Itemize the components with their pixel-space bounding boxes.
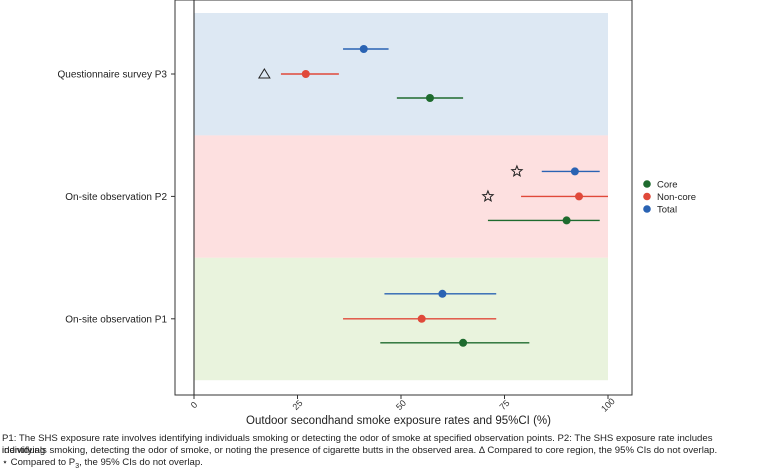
point-estimate — [570, 167, 579, 176]
y-tick-label: On-site observation P1 — [65, 314, 167, 325]
star-marker — [510, 164, 524, 177]
x-tick-label: 0 — [189, 400, 200, 411]
star-marker — [481, 189, 495, 202]
footnote-star-text: ⋆ Compared to P — [2, 457, 76, 468]
band-1 — [194, 13, 608, 136]
legend-label: Non-core — [657, 192, 696, 203]
legend-swatch-total — [643, 205, 651, 213]
x-tick-label: 50 — [394, 398, 408, 412]
point-estimate — [359, 45, 368, 53]
point-estimate — [575, 192, 584, 201]
triangle-marker — [257, 68, 271, 79]
footnote-line-3: ⋆ Compared to P3, the 95% CIs do not ove… — [2, 457, 756, 473]
x-tick-label: 100 — [599, 396, 617, 414]
x-axis-title: Outdoor secondhand smoke exposure rates … — [246, 415, 551, 427]
point-estimate — [417, 314, 426, 323]
footnote-line-2: individuals smoking, detecting the odor … — [2, 445, 718, 456]
legend-label: Core — [657, 180, 678, 191]
footnote-subscript: 3 — [75, 462, 80, 470]
footnote-line-1: P1: The SHS exposure rate involves ident… — [2, 433, 713, 456]
legend-label: Total — [657, 205, 677, 216]
point-estimate — [425, 94, 434, 102]
y-tick-label: On-site observation P2 — [65, 192, 167, 203]
legend-swatch-non-core — [643, 192, 651, 201]
footnote-star-suffix: , the 95% CIs do not overlap. — [79, 457, 203, 468]
point-estimate — [459, 338, 468, 347]
x-tick-label: 25 — [290, 398, 304, 412]
y-tick-label: Questionnaire survey P3 — [57, 70, 167, 81]
point-estimate — [301, 70, 310, 78]
point-estimate — [562, 216, 571, 225]
point-estimate — [438, 289, 447, 298]
legend-swatch-core — [643, 180, 651, 188]
x-tick-label: 75 — [497, 398, 511, 412]
forest-plot: Questionnaire survey P3 On-site observati… — [57, 0, 696, 427]
